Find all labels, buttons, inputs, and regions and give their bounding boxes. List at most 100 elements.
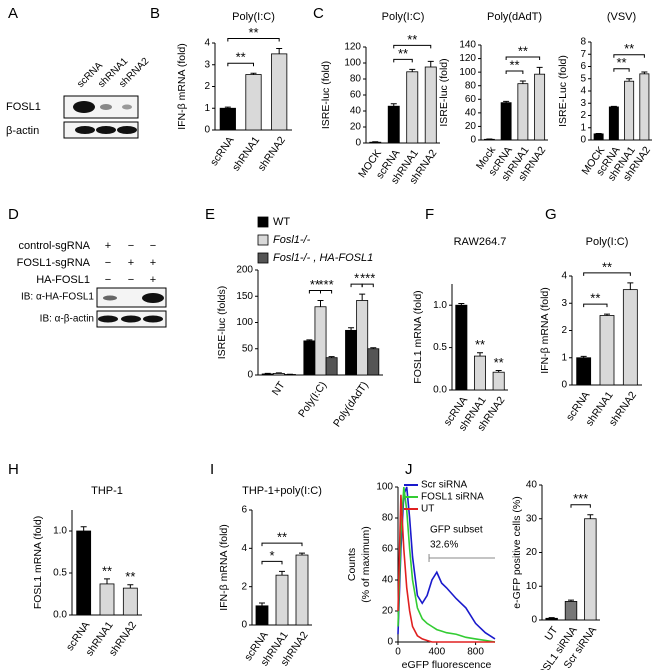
y-tick-label: 6 <box>580 61 586 72</box>
condition-sign: − <box>128 274 134 286</box>
significance-bracket <box>570 504 591 508</box>
y-tick-label: 150 <box>236 291 253 302</box>
bar <box>639 73 650 141</box>
bar <box>517 83 529 141</box>
significance-bracket <box>227 62 254 67</box>
x-tick-label: NT <box>270 379 288 398</box>
legend-swatch <box>257 234 269 246</box>
bar <box>255 605 269 626</box>
y-tick-label: 60 <box>382 544 394 555</box>
panel-label: J <box>405 461 413 478</box>
y-tick-label: 6 <box>241 505 247 516</box>
y-axis-label: ISRE-Luc (fold) <box>557 55 569 127</box>
bar <box>219 107 236 131</box>
significance: ** <box>509 57 519 72</box>
legend-label: Scr siRNA <box>421 480 467 491</box>
significance-bracket <box>613 54 645 58</box>
annotation: 32.6% <box>430 540 458 551</box>
histogram-line <box>397 486 496 643</box>
band <box>121 315 141 323</box>
bar <box>261 373 274 376</box>
bar <box>576 357 592 386</box>
y-tick-label: 120 <box>459 53 476 64</box>
y-tick-label: 80 <box>350 74 362 85</box>
significance-bracket <box>393 44 432 49</box>
y-axis-label: IFN-β mRNA (fold) <box>218 524 230 611</box>
bar <box>455 304 468 391</box>
bar <box>325 357 338 376</box>
y-tick-label: 120 <box>344 42 361 53</box>
bar <box>599 315 615 386</box>
y-tick-label: 60 <box>465 94 477 105</box>
blot-row-label: β-actin <box>6 125 39 137</box>
y-tick-label: 3 <box>204 59 210 70</box>
error-bar <box>390 103 397 107</box>
y-tick-label: 4 <box>561 271 567 282</box>
significance: ** <box>624 41 634 56</box>
y-tick-label: 100 <box>459 67 476 78</box>
y-tick-label: 0 <box>355 138 361 149</box>
y-tick-label: 10 <box>526 581 538 592</box>
legend-swatch <box>257 216 269 228</box>
y-axis-label: (% of maximum) <box>360 526 372 602</box>
x-tick-label: 0 <box>395 647 401 658</box>
error-bar <box>536 66 543 75</box>
bar <box>424 66 437 144</box>
blot-row-label: IB: α-HA-FOSL1 <box>21 292 94 303</box>
bar <box>122 587 138 616</box>
significance-bracket <box>261 560 283 565</box>
y-tick-label: 3 <box>580 98 586 109</box>
error-bar <box>427 60 434 67</box>
blot-row-label: IB: α-β-actin <box>40 314 94 325</box>
y-tick-label: 1.0 <box>433 300 447 311</box>
y-tick-label: 1.0 <box>53 526 67 537</box>
significance: ** <box>398 46 408 61</box>
y-axis-label: ISRE-luc (fold) <box>438 58 450 126</box>
error-bar <box>409 68 416 72</box>
y-tick-label: 7 <box>580 49 586 60</box>
bar <box>345 329 358 376</box>
error-bar <box>568 599 574 602</box>
error-bar <box>104 578 110 584</box>
y-tick-label: 2 <box>561 325 567 336</box>
condition-sign: − <box>128 240 134 252</box>
error-bar <box>458 303 465 306</box>
legend-label: Fosl1-/- <box>273 234 311 246</box>
condition-sign: − <box>105 257 111 269</box>
error-bar <box>299 552 305 556</box>
y-axis-label: FOSL1 mRNA (fold) <box>412 290 424 383</box>
error-bar <box>626 78 633 82</box>
error-bar <box>519 80 526 84</box>
error-bar <box>264 372 271 374</box>
y-tick-label: 4 <box>204 38 210 49</box>
bar <box>367 348 380 376</box>
bar <box>564 601 578 621</box>
y-axis-label: ISRE-luc (folds) <box>216 286 228 360</box>
y-tick-label: 0 <box>387 637 393 648</box>
significance: ** <box>494 355 504 370</box>
error-bar <box>127 584 134 589</box>
y-tick-label: 0 <box>561 380 567 391</box>
y-tick-label: 40 <box>465 107 477 118</box>
y-tick-label: 4 <box>241 543 247 554</box>
y-tick-label: 20 <box>382 606 394 617</box>
significance-bracket <box>361 283 374 288</box>
significance: ** <box>616 55 626 70</box>
y-tick-label: 100 <box>344 58 361 69</box>
bar <box>500 102 512 141</box>
x-tick-label: 800 <box>467 647 484 658</box>
band <box>117 126 137 134</box>
legend-label: FOSL1 siRNA <box>421 492 484 503</box>
error-bar <box>306 339 313 341</box>
legend-label: WT <box>273 216 290 228</box>
chart-title: Poly(I:C) <box>232 11 275 23</box>
y-tick-label: 60 <box>350 90 362 101</box>
y-tick-label: 2 <box>580 110 586 121</box>
error-bar <box>348 327 355 331</box>
y-tick-label: 0.5 <box>53 568 67 579</box>
y-tick-label: 30 <box>526 513 538 524</box>
panel-label: D <box>8 206 19 223</box>
x-tick-label: Poly(I:C) <box>296 379 329 419</box>
y-tick-label: 80 <box>465 80 477 91</box>
y-tick-label: 8 <box>580 37 586 48</box>
